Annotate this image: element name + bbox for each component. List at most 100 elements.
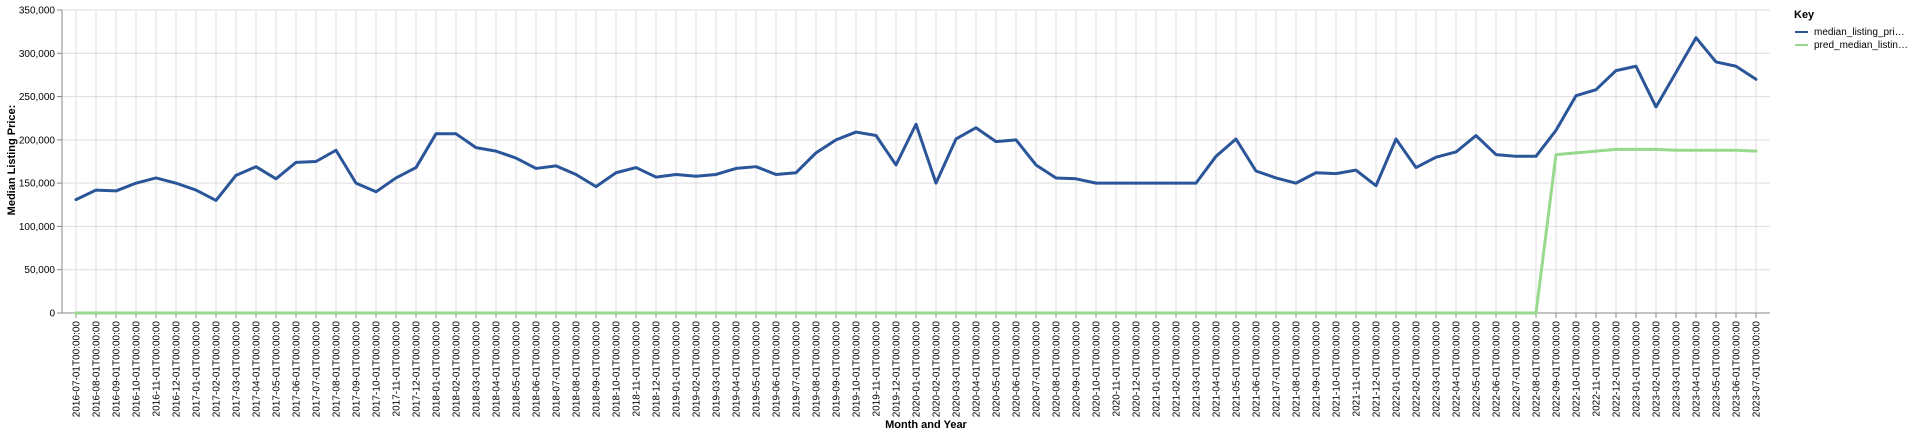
- x-tick-label: 2022-01-01T00:00:00: [1392, 321, 1403, 418]
- x-tick-label: 2020-03-01T00:00:00: [952, 321, 963, 418]
- x-axis-title: Month and Year: [885, 419, 967, 431]
- legend: Key median_listing_pri… pred_median_list…: [1794, 9, 1908, 51]
- x-tick-label: 2017-11-01T00:00:00: [392, 321, 403, 417]
- x-tick-label: 2022-10-01T00:00:00: [1572, 321, 1583, 418]
- x-tick-label: 2023-03-01T00:00:00: [1672, 321, 1683, 418]
- x-tick-label: 2019-07-01T00:00:00: [792, 321, 803, 418]
- x-tick-label: 2023-06-01T00:00:00: [1732, 321, 1743, 418]
- x-tick-label: 2018-06-01T00:00:00: [532, 321, 543, 418]
- series-line-pred-median-listing-price: [74, 147, 1758, 315]
- series-line-median-listing-price: [74, 36, 1758, 202]
- x-tick-label: 2019-04-01T00:00:00: [732, 321, 743, 418]
- x-tick-label: 2020-12-01T00:00:00: [1132, 321, 1143, 418]
- x-tick-label: 2019-11-01T00:00:00: [872, 321, 883, 417]
- x-tick-label: 2021-08-01T00:00:00: [1292, 321, 1303, 418]
- x-tick-label: 2018-02-01T00:00:00: [452, 321, 463, 418]
- x-tick-label: 2016-10-01T00:00:00: [132, 321, 143, 418]
- x-tick-label: 2021-12-01T00:00:00: [1372, 321, 1383, 418]
- x-tick-label: 2020-06-01T00:00:00: [1012, 321, 1023, 418]
- x-tick-label: 2016-08-01T00:00:00: [92, 321, 103, 418]
- y-axis-title: Median Listing Price:: [6, 105, 18, 216]
- x-tick-label: 2018-01-01T00:00:00: [432, 321, 443, 418]
- x-tick-label: 2017-04-01T00:00:00: [252, 321, 263, 418]
- y-tick-label: 250,000: [19, 92, 56, 103]
- x-tick-label: 2018-05-01T00:00:00: [512, 321, 523, 418]
- x-tick-label: 2019-06-01T00:00:00: [772, 321, 783, 418]
- x-tick-label: 2018-08-01T00:00:00: [572, 321, 583, 418]
- x-tick-label: 2020-02-01T00:00:00: [932, 321, 943, 418]
- x-tick-label: 2017-12-01T00:00:00: [412, 321, 423, 418]
- x-tick-label: 2018-10-01T00:00:00: [612, 321, 623, 418]
- y-tick-label: 100,000: [19, 222, 56, 233]
- x-tick-label: 2017-02-01T00:00:00: [212, 321, 223, 418]
- x-tick-label: 2022-03-01T00:00:00: [1432, 321, 1443, 418]
- x-tick-label: 2017-08-01T00:00:00: [332, 321, 343, 418]
- x-tick-label: 2020-07-01T00:00:00: [1032, 321, 1043, 418]
- x-tick-label: 2019-09-01T00:00:00: [832, 321, 843, 418]
- x-tick-label: 2019-03-01T00:00:00: [712, 321, 723, 418]
- grid-layer: [62, 9, 1770, 314]
- x-tick-label: 2022-06-01T00:00:00: [1492, 321, 1503, 418]
- x-tick-label: 2019-05-01T00:00:00: [752, 321, 763, 418]
- x-tick-label: 2018-12-01T00:00:00: [652, 321, 663, 418]
- x-tick-label: 2018-04-01T00:00:00: [492, 321, 503, 418]
- x-tick-label: 2019-08-01T00:00:00: [812, 321, 823, 418]
- x-tick-label: 2020-05-01T00:00:00: [992, 321, 1003, 418]
- x-tick-label: 2019-10-01T00:00:00: [852, 321, 863, 418]
- x-tick-label: 2016-11-01T00:00:00: [152, 321, 163, 417]
- x-tick-label: 2020-10-01T00:00:00: [1092, 321, 1103, 418]
- y-tick-label: 50,000: [24, 265, 55, 276]
- y-tick-label: 350,000: [19, 6, 56, 17]
- x-tick-label: 2017-07-01T00:00:00: [312, 321, 323, 418]
- x-tick-label: 2018-07-01T00:00:00: [552, 321, 563, 418]
- x-tick-label: 2017-03-01T00:00:00: [232, 321, 243, 418]
- axis-layer: 0 50,000 100,000 150,000 200,000 250,000 300,0…: [19, 6, 1770, 418]
- x-tick-label: 2018-11-01T00:00:00: [632, 321, 643, 417]
- x-tick-label: 2018-03-01T00:00:00: [472, 321, 483, 418]
- x-tick-label: 2020-08-01T00:00:00: [1052, 321, 1063, 418]
- legend-label-pred: pred_median_listin…: [1814, 40, 1908, 51]
- y-tick-label: 150,000: [19, 179, 56, 190]
- x-tick-label: 2016-07-01T00:00:00: [72, 321, 83, 418]
- x-tick-label: 2019-12-01T00:00:00: [892, 321, 903, 418]
- x-tick-label: 2022-12-01T00:00:00: [1612, 321, 1623, 418]
- x-tick-label: 2021-07-01T00:00:00: [1272, 321, 1283, 418]
- x-tick-label: 2023-05-01T00:00:00: [1712, 321, 1723, 418]
- x-tick-label: 2021-01-01T00:00:00: [1152, 321, 1163, 418]
- x-tick-label: 2023-02-01T00:00:00: [1652, 321, 1663, 418]
- x-tick-label: 2017-10-01T00:00:00: [372, 321, 383, 418]
- x-tick-label: 2017-06-01T00:00:00: [292, 321, 303, 418]
- x-tick-label: 2022-04-01T00:00:00: [1452, 321, 1463, 418]
- legend-title: Key: [1794, 9, 1815, 21]
- x-tick-label: 2022-05-01T00:00:00: [1472, 321, 1483, 418]
- y-tick-label: 0: [49, 309, 55, 320]
- x-tick-label: 2021-05-01T00:00:00: [1232, 321, 1243, 418]
- x-tick-label: 2021-02-01T00:00:00: [1172, 321, 1183, 418]
- x-tick-label: 2016-12-01T00:00:00: [172, 321, 183, 418]
- x-tick-label: 2022-07-01T00:00:00: [1512, 321, 1523, 418]
- y-tick-label: 300,000: [19, 49, 56, 60]
- legend-label-median: median_listing_pri…: [1814, 27, 1905, 38]
- x-tick-label: 2023-01-01T00:00:00: [1632, 321, 1643, 418]
- x-tick-label: 2020-11-01T00:00:00: [1112, 321, 1123, 417]
- x-tick-label: 2020-04-01T00:00:00: [972, 321, 983, 418]
- y-tick-label: 200,000: [19, 135, 56, 146]
- x-tick-label: 2021-04-01T00:00:00: [1212, 321, 1223, 418]
- x-tick-label: 2016-09-01T00:00:00: [112, 321, 123, 418]
- x-tick-label: 2021-10-01T00:00:00: [1332, 321, 1343, 418]
- series-layer: [74, 36, 1758, 315]
- x-tick-label: 2019-01-01T00:00:00: [672, 321, 683, 418]
- x-tick-label: 2023-04-01T00:00:00: [1692, 321, 1703, 418]
- x-tick-label: 2021-03-01T00:00:00: [1192, 321, 1203, 418]
- x-tick-label: 2019-02-01T00:00:00: [692, 321, 703, 418]
- x-tick-label: 2022-09-01T00:00:00: [1552, 321, 1563, 418]
- x-tick-label: 2020-09-01T00:00:00: [1072, 321, 1083, 418]
- x-tick-label: 2018-09-01T00:00:00: [592, 321, 603, 418]
- x-tick-label: 2022-11-01T00:00:00: [1592, 321, 1603, 417]
- x-tick-label: 2022-08-01T00:00:00: [1532, 321, 1543, 418]
- x-tick-label: 2022-02-01T00:00:00: [1412, 321, 1423, 418]
- x-tick-label: 2017-01-01T00:00:00: [192, 321, 203, 418]
- x-tick-label: 2017-09-01T00:00:00: [352, 321, 363, 418]
